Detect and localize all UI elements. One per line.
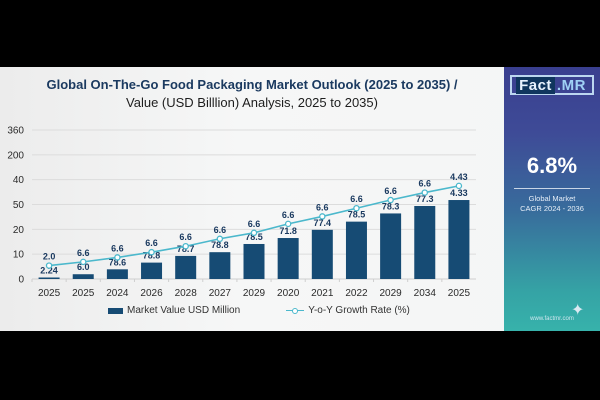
cagr-value: 6.8%	[526, 153, 578, 178]
bar	[106, 269, 128, 279]
bar-value-label: 6.0	[77, 262, 90, 272]
bar-value-label: 77.4	[314, 218, 332, 228]
bar	[175, 255, 197, 279]
legend-label: Market Value USD Million	[127, 305, 241, 316]
legend-label: Y-o-Y Growth Rate (%)	[308, 305, 410, 316]
growth-point	[421, 189, 429, 196]
y-axis-ticks: 0 10 20 50 40 200 360	[7, 126, 24, 286]
growth-value-label: 6.6	[384, 186, 397, 196]
bar	[311, 229, 333, 279]
chart-card: Global On-The-Go Food Packaging Market O…	[0, 67, 600, 331]
growth-value-label: 6.6	[145, 238, 158, 248]
bar-value-label: 71.8	[279, 226, 297, 236]
growth-value-label: 6.6	[111, 243, 124, 253]
y-tick-label: 0	[18, 275, 24, 286]
bar	[345, 221, 367, 279]
x-tick-label: 2025	[72, 288, 95, 299]
bar	[243, 243, 265, 279]
factmr-logo: Fact .MR	[510, 75, 594, 95]
legend-bar-swatch	[108, 307, 123, 314]
cagr-label-line1: Global Market	[528, 194, 576, 203]
y-tick-label: 40	[13, 175, 25, 186]
x-tick-label: 2022	[345, 288, 368, 299]
x-tick-label: 2027	[209, 288, 232, 299]
bar-value-label: 78.5	[348, 210, 366, 220]
bar	[277, 238, 299, 279]
bar	[448, 200, 470, 279]
bar	[209, 252, 231, 279]
y-tick-label: 50	[13, 200, 25, 211]
cagr-label-line2: CAGR 2024 - 2036	[520, 204, 584, 213]
growth-value-label: 6.6	[350, 194, 363, 204]
growth-point	[250, 229, 258, 237]
growth-value-label: 2.0	[43, 252, 56, 262]
legend: Market Value USD Million Y-o-Y Growth Ra…	[108, 305, 410, 316]
x-tick-label: 2021	[311, 288, 334, 299]
logo-text-mr: .MR	[556, 76, 586, 94]
y-tick-label: 360	[7, 126, 24, 137]
y-tick-label: 20	[13, 225, 25, 236]
website-text: www.factmr.com	[530, 316, 574, 322]
x-tick-label: 2025	[448, 288, 471, 299]
chart-title: Global On-The-Go Food Packaging Market O…	[46, 77, 458, 92]
logo-text-fact: Fact	[516, 76, 555, 94]
bar-value-label: 78.8	[143, 251, 161, 261]
bar	[72, 274, 94, 279]
x-tick-label: 2026	[140, 288, 163, 299]
growth-point	[182, 242, 189, 250]
bar	[380, 213, 402, 279]
bar-value-label: 78.8	[211, 240, 229, 250]
legend-line-swatch	[286, 306, 305, 316]
bar-value-label: 78.6	[109, 257, 127, 267]
growth-point	[387, 196, 394, 204]
cagr-side-panel: Fact .MR 6.8% Global Market CAGR 2024 - …	[504, 67, 600, 331]
x-tick-label: 2020	[277, 288, 300, 299]
legend-item-market-value: Market Value USD Million	[108, 305, 240, 316]
y-tick-label: 10	[13, 250, 25, 261]
divider	[514, 188, 590, 189]
growth-point	[148, 248, 155, 256]
y-tick-label: 200	[7, 150, 24, 161]
x-tick-label: 2034	[414, 288, 437, 299]
x-tick-label: 2029	[379, 288, 402, 299]
growth-value-label: 6.6	[179, 232, 192, 242]
bar-value-label: 2.24	[40, 266, 58, 276]
x-tick-label: 2025	[38, 288, 61, 299]
bar	[38, 277, 60, 279]
cagr-label: Global Market CAGR 2024 - 2036	[504, 194, 600, 214]
bar-series: 2.246.078.678.878.778.878.571.877.478.57…	[38, 188, 470, 279]
x-tick-label: 2029	[243, 288, 266, 299]
growth-value-label: 6.6	[282, 210, 295, 220]
growth-point	[353, 204, 360, 212]
bar-value-label: 78.3	[382, 201, 400, 211]
x-tick-label: 2028	[175, 288, 198, 299]
growth-point	[319, 213, 326, 220]
sparkle-icon: ✦	[571, 302, 585, 319]
bar-value-label: 4.33	[450, 188, 468, 198]
growth-value-label: 6.6	[214, 225, 227, 235]
growth-point	[45, 262, 53, 269]
growth-point	[284, 220, 292, 228]
growth-value-label: 6.6	[248, 219, 261, 229]
growth-value-label: 4.43	[450, 172, 468, 182]
bar-value-label: 78.5	[245, 232, 263, 242]
bar-value-label: 77.3	[416, 194, 434, 204]
growth-point	[216, 235, 224, 243]
growth-value-label: 6.6	[316, 202, 329, 212]
bar	[414, 205, 436, 279]
bar	[141, 262, 163, 279]
x-tick-label: 2024	[106, 288, 129, 299]
growth-point	[114, 254, 121, 261]
growth-value-label: 6.6	[419, 179, 432, 189]
growth-point	[455, 182, 463, 190]
growth-point	[79, 258, 87, 266]
legend-item-growth-rate: Y-o-Y Growth Rate (%)	[286, 305, 410, 316]
growth-line-series: 2.0 6.6 6.6 6.6 6.6 6.6 6.6 6.6 6.6 6.6 6.6 6.6 4.43	[43, 172, 468, 269]
chart-subtitle: Value (USD Billlion) Analysis, 2025 to 2…	[126, 95, 378, 110]
x-axis-ticks: 2025 2025 2024 2026 2028 2027 2029 2020 2021 2022…	[31, 279, 471, 299]
growth-value-label: 6.6	[77, 248, 90, 258]
